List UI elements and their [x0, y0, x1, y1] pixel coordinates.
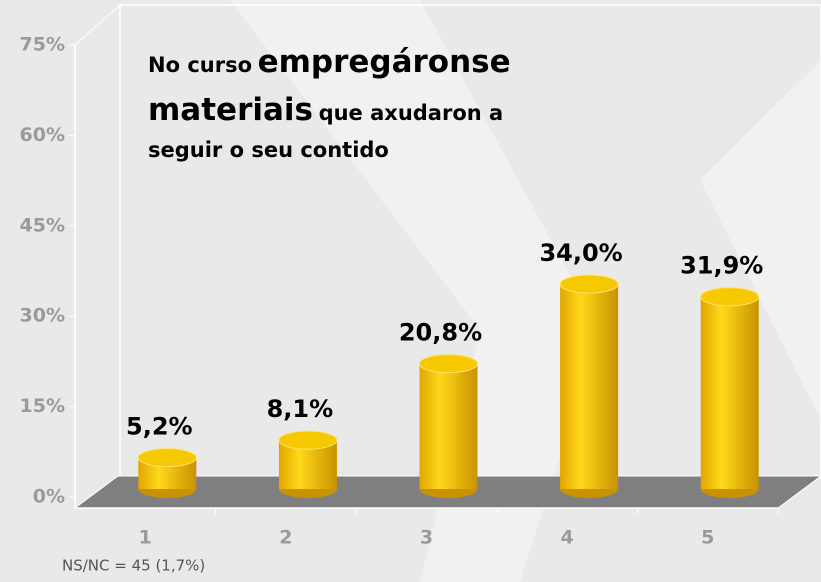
chart-title: No curso empregáronse materiais que axuda… — [148, 38, 618, 167]
x-tick-label: 2 — [279, 527, 292, 549]
back-wall — [119, 4, 821, 479]
title-part: materiais — [148, 92, 313, 129]
annotation: NS/NC = 45 (1,7%) — [62, 557, 205, 575]
bar-top — [700, 287, 760, 307]
x-tick-label: 1 — [139, 527, 152, 549]
bar — [419, 363, 478, 489]
data-label: 5,2% — [126, 413, 193, 441]
background-shapes — [230, 0, 821, 582]
y-tick-label: 0% — [33, 486, 65, 508]
y-tick-label: 75% — [20, 34, 65, 56]
data-label: 20,8% — [399, 319, 482, 347]
data-label: 34,0% — [539, 239, 622, 267]
data-label: 8,1% — [267, 395, 334, 423]
data-label: 31,9% — [680, 252, 763, 280]
bar-top — [559, 274, 619, 294]
bar-top — [137, 448, 197, 468]
y-tick-label: 60% — [20, 124, 65, 146]
x-tick-label: 5 — [701, 527, 714, 549]
y-tick-label: 15% — [20, 395, 65, 417]
bar-top — [419, 354, 478, 374]
x-tick-label: 3 — [420, 527, 433, 549]
x-tick-label: 4 — [560, 527, 573, 549]
title-part: que axudaron a — [318, 101, 504, 126]
y-tick-label: 30% — [20, 305, 65, 327]
bar — [700, 296, 759, 489]
title-part: seguir o seu contido — [148, 138, 389, 163]
wall-edge — [74, 4, 121, 46]
title-part: No curso — [148, 53, 252, 77]
y-tick-label: 45% — [20, 214, 65, 236]
bar — [560, 284, 619, 489]
bar-top — [278, 430, 338, 450]
title-part: empregáronse — [257, 44, 511, 80]
